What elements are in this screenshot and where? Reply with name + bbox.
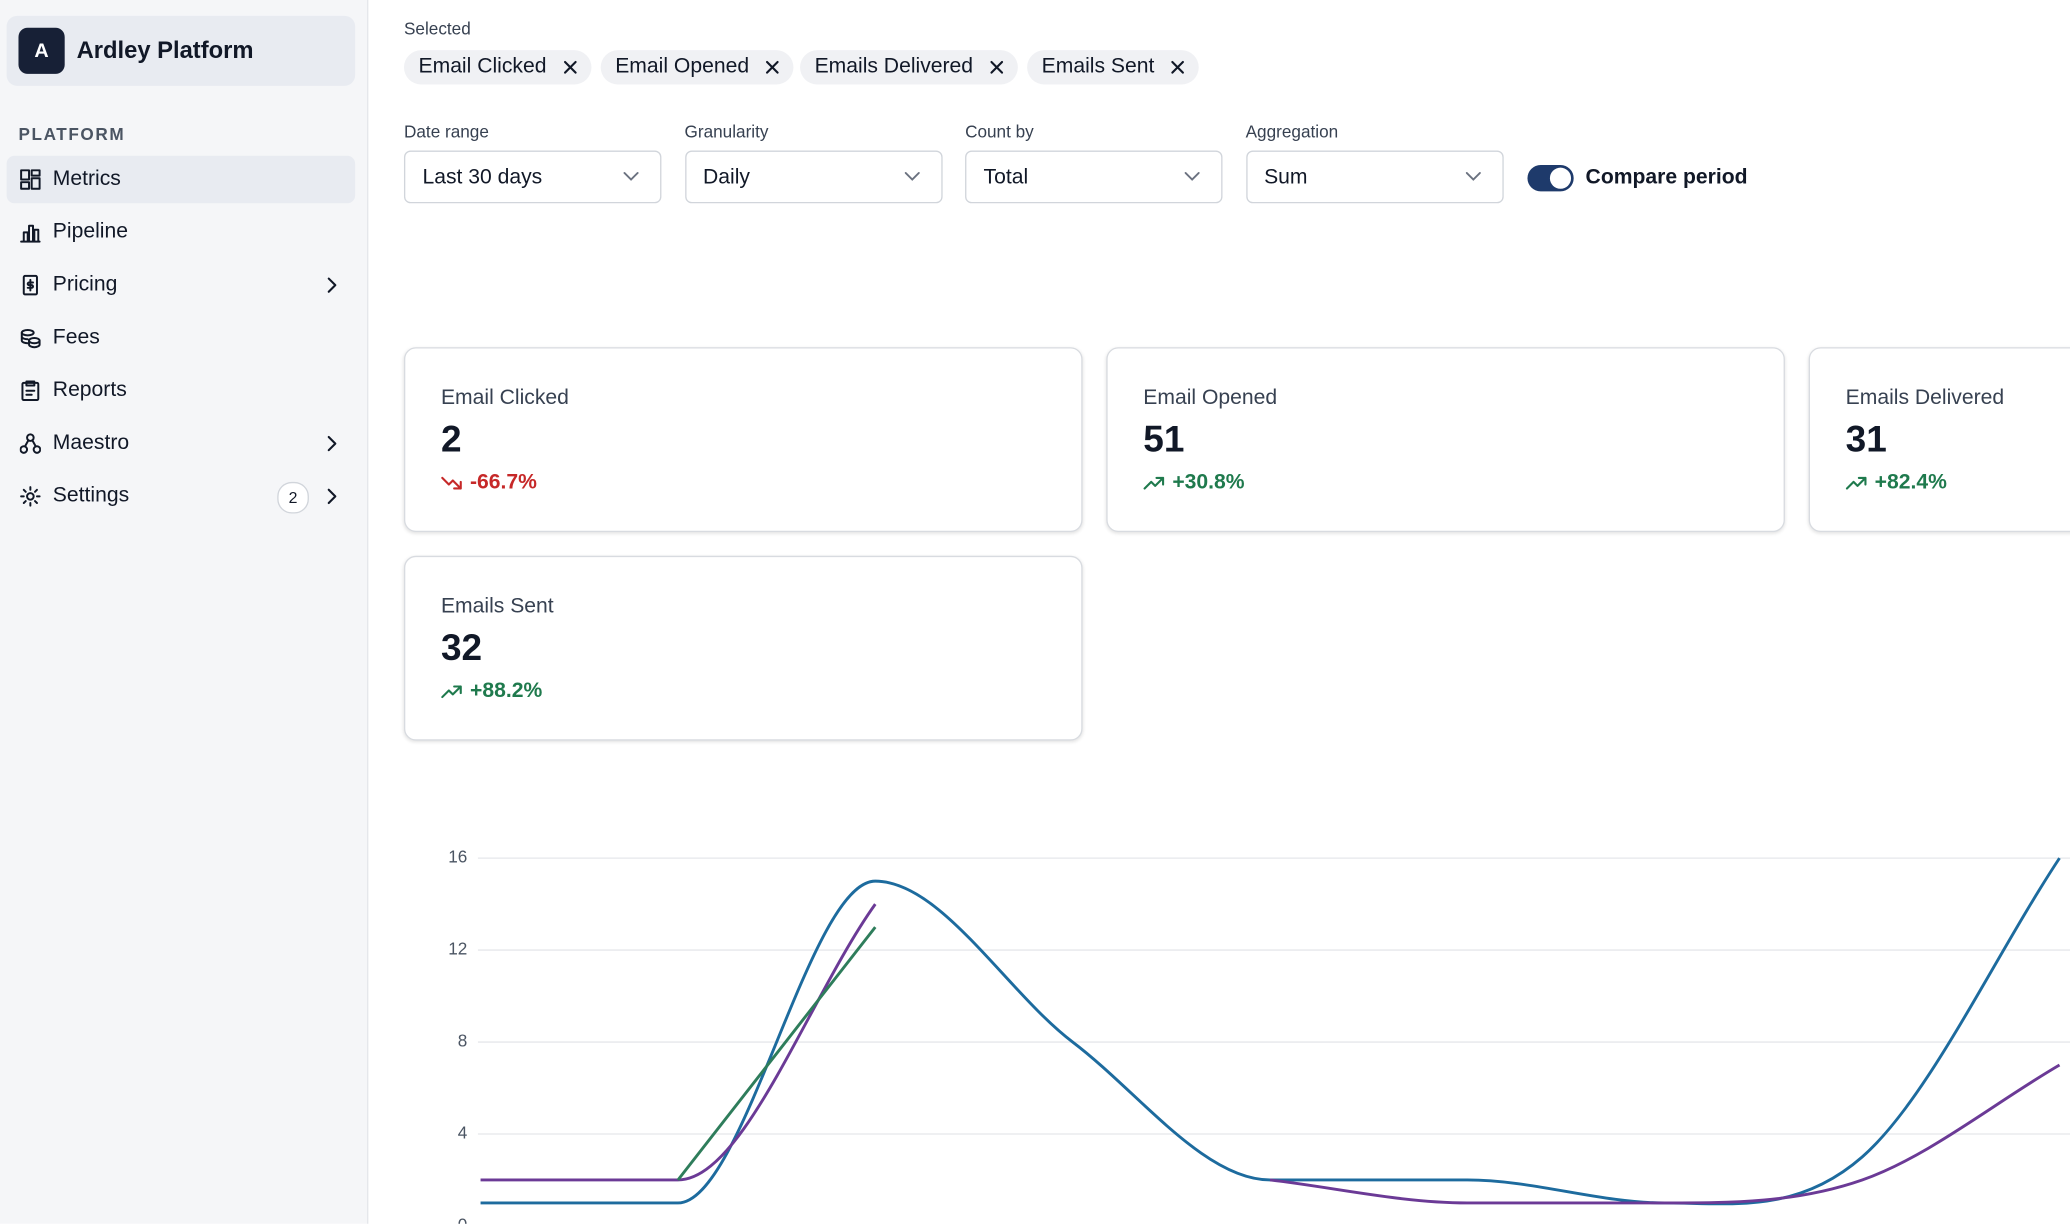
y-tick-label: 16	[448, 847, 467, 867]
nav-badge: 2	[277, 481, 309, 514]
card-change: +30.8%	[1172, 471, 1245, 494]
chip-label: Email Clicked	[418, 55, 547, 78]
nav-label: Metrics	[52, 167, 121, 191]
nav-label: Fees	[52, 326, 100, 349]
chevron	[327, 435, 337, 452]
y-tick-label: 4	[458, 1123, 468, 1143]
card-change: +82.4%	[1874, 471, 1947, 494]
chevron	[904, 172, 920, 181]
nav-icon	[20, 169, 41, 190]
select-value: Daily	[703, 166, 750, 189]
nav-label: Settings	[52, 484, 130, 507]
card-value: 2	[440, 418, 462, 460]
nav-icon	[20, 224, 41, 243]
brand-title: Ardley Platform	[76, 36, 254, 64]
section-label: PLATFORM	[18, 124, 126, 144]
nav-item[interactable]: Pipeline	[7, 209, 356, 257]
select-value: Last 30 days	[422, 166, 543, 189]
select-value: Total	[983, 166, 1029, 189]
select[interactable]: Last 30 days	[403, 150, 662, 204]
chip-remove[interactable]	[1170, 59, 1186, 75]
select[interactable]: Daily	[684, 150, 942, 204]
chip-remove[interactable]	[765, 59, 781, 75]
filter-chip: Emails Sent	[1027, 50, 1200, 85]
chip-label: Emails Delivered	[814, 55, 974, 78]
card-title: Email Clicked	[440, 386, 569, 410]
line-series	[676, 926, 877, 1181]
brand[interactable]: A Ardley Platform	[6, 15, 356, 86]
metric-card: Email Clicked 2 -66.7%	[403, 347, 1083, 533]
nav-icon	[20, 486, 41, 507]
metric-card: Emails Delivered 31 +82.4%	[1808, 347, 2070, 533]
nav-icon	[22, 274, 38, 296]
control-label: Aggregation	[1245, 121, 1339, 142]
nav-icon	[20, 329, 41, 349]
control-label: Date range	[403, 121, 489, 142]
chevron	[1465, 172, 1481, 181]
card-value: 51	[1143, 418, 1185, 460]
logo: A	[18, 27, 65, 74]
nav-item[interactable]: Maestro	[7, 420, 356, 468]
card-title: Emails Delivered	[1845, 386, 2005, 410]
chip-label: Email Opened	[615, 55, 750, 78]
nav-item[interactable]: Pricing	[7, 261, 356, 309]
trend-icon	[441, 476, 462, 490]
card-title: Email Opened	[1143, 386, 1278, 410]
trend-icon	[441, 685, 462, 699]
selected-label: Selected	[403, 18, 471, 39]
line-series	[480, 857, 2061, 1206]
nav-item[interactable]: Fees	[7, 314, 356, 362]
card-change: -66.7%	[469, 471, 537, 494]
metric-card: Email Opened 51 +30.8%	[1106, 347, 1785, 533]
select[interactable]: Total	[965, 150, 1223, 204]
nav-item[interactable]: Reports	[7, 367, 356, 415]
trend-icon	[1845, 476, 1867, 490]
filter-chip: Email Opened	[600, 50, 794, 85]
metric-card: Emails Sent 32 +88.2%	[403, 555, 1083, 741]
toggle[interactable]	[1527, 165, 1574, 192]
chip-remove[interactable]	[562, 59, 578, 75]
sidebar: A Ardley Platform PLATFORM Metrics Pipeli…	[0, 0, 369, 1224]
y-tick-label: 12	[448, 939, 467, 959]
filter-chip: Email Clicked	[403, 50, 592, 85]
filter-chip: Emails Delivered	[800, 50, 1018, 85]
control-label: Count by	[965, 121, 1034, 142]
chevron	[327, 277, 337, 293]
nav-icon	[19, 433, 41, 454]
nav-label: Pricing	[52, 273, 118, 296]
select[interactable]: Sum	[1245, 150, 1504, 204]
chevron	[623, 172, 639, 181]
chevron	[327, 488, 337, 505]
card-value: 32	[440, 627, 483, 669]
line-series	[480, 903, 2061, 1205]
y-tick-label: 8	[458, 1031, 468, 1051]
chip-remove[interactable]	[989, 59, 1005, 75]
card-value: 31	[1845, 418, 1887, 460]
nav-item[interactable]: Settings 2	[7, 473, 356, 521]
control-label: Granularity	[684, 121, 769, 142]
select-value: Sum	[1264, 166, 1308, 189]
nav-label: Reports	[52, 378, 127, 402]
nav-icon	[21, 380, 40, 402]
y-tick-label: 0	[458, 1214, 468, 1223]
card-change: +88.2%	[469, 679, 543, 703]
nav-item[interactable]: Metrics	[6, 155, 356, 204]
chevron	[1184, 172, 1200, 181]
trend-icon	[1143, 476, 1165, 490]
nav-label: Pipeline	[52, 220, 128, 243]
toggle-label: Compare period	[1585, 166, 1748, 189]
nav-label: Maestro	[52, 431, 130, 455]
card-title: Emails Sent	[440, 595, 554, 618]
chip-label: Emails Sent	[1041, 55, 1155, 78]
